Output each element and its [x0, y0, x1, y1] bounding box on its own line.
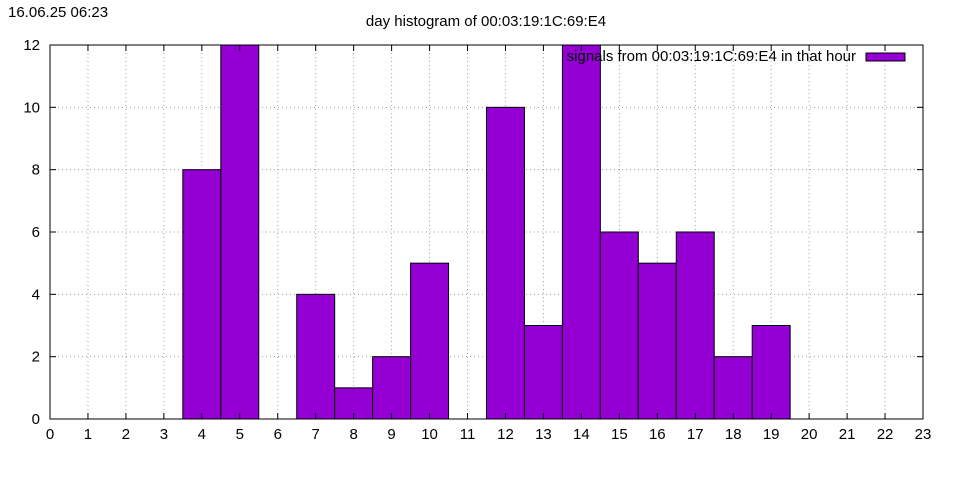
x-tick-label: 17: [687, 426, 704, 443]
x-tick-label: 22: [877, 426, 894, 443]
bar: [486, 106, 525, 420]
y-tick-label: 6: [32, 224, 40, 241]
bar: [599, 231, 639, 420]
y-tick-label: 10: [23, 99, 40, 116]
x-tick-label: 19: [763, 426, 780, 443]
x-tick-label: 20: [801, 426, 818, 443]
legend-label: signals from 00:03:19:1C:69:E4 in that h…: [567, 48, 856, 65]
x-tick-label: 16: [649, 426, 666, 443]
tick-labels: 0 1 2 3 4 5 6 7 8 9 10 11 12 13 14 15 16 17 18 19 20 21 22 2302…: [23, 37, 931, 443]
bars: [182, 44, 791, 420]
legend: signals from 00:03:19:1C:69:E4 in that h…: [567, 48, 906, 65]
x-tick-label: 23: [915, 426, 932, 443]
bar: [713, 356, 753, 420]
bar: [372, 356, 412, 420]
bar: [637, 262, 677, 420]
x-tick-label: 21: [839, 426, 856, 443]
bar: [182, 169, 222, 420]
timestamp: 16.06.25 06:23: [8, 4, 109, 21]
bar: [561, 44, 601, 420]
x-tick-label: 15: [611, 426, 628, 443]
x-tick-label: 4: [198, 426, 206, 443]
x-tick-label: 6: [274, 426, 282, 443]
x-tick-label: 8: [349, 426, 357, 443]
bar: [296, 293, 336, 420]
y-tick-label: 8: [32, 162, 40, 179]
x-tick-label: 9: [387, 426, 395, 443]
x-tick-label: 7: [312, 426, 320, 443]
x-tick-label: 18: [725, 426, 742, 443]
x-tick-label: 5: [236, 426, 244, 443]
x-tick-label: 1: [84, 426, 92, 443]
chart-title: day histogram of 00:03:19:1C:69:E4: [366, 13, 606, 30]
bar: [523, 325, 563, 420]
legend-swatch: [865, 52, 906, 62]
bar: [675, 231, 715, 420]
y-tick-label: 2: [32, 349, 40, 366]
bar: [220, 44, 260, 420]
x-tick-label: 2: [122, 426, 130, 443]
y-tick-label: 12: [23, 37, 40, 54]
x-tick-label: 0: [46, 426, 54, 443]
x-tick-label: 10: [421, 426, 438, 443]
bar: [410, 262, 450, 420]
y-tick-label: 0: [32, 411, 40, 428]
x-tick-label: 14: [573, 426, 590, 443]
bar: [751, 325, 791, 420]
x-tick-label: 11: [460, 426, 476, 443]
y-tick-label: 4: [32, 286, 40, 303]
x-tick-label: 12: [497, 426, 514, 443]
x-tick-label: 13: [535, 426, 552, 443]
x-tick-label: 3: [160, 426, 168, 443]
axis-ticks: [49, 44, 924, 420]
